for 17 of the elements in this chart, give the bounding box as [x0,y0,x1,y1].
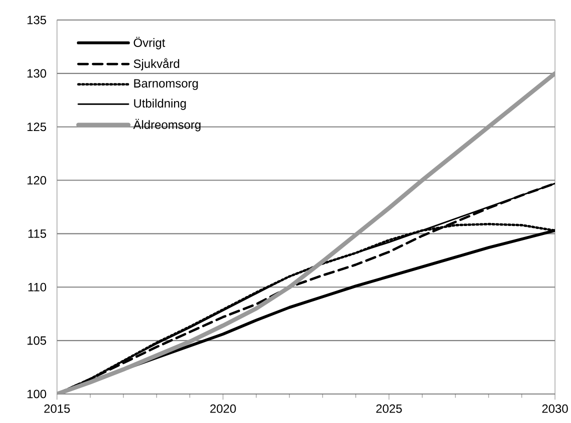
legend-label: Barnomsorg [134,79,198,90]
legend-label: Sjukvård [134,58,180,70]
legend-label: Övrigt [134,36,166,50]
y-tick-label: 110 [28,282,46,292]
y-tick-label: 135 [28,16,46,24]
y-tick-label: 105 [28,336,46,345]
legend-label: Utbildning [134,98,186,110]
y-tick-label: 120 [28,176,46,185]
x-tick-label: 2025 [376,404,402,413]
legend-label: Äldreomsorg [133,118,200,132]
y-tick-label: 125 [28,122,46,132]
y-tick-label: 100 [28,390,46,398]
y-tick-label: 115 [28,230,46,238]
x-tick-label: 2030 [542,404,568,413]
y-tick-label: 130 [28,69,46,78]
x-tick-label: 2020 [210,404,236,413]
x-tick-label: 2015 [44,404,70,413]
